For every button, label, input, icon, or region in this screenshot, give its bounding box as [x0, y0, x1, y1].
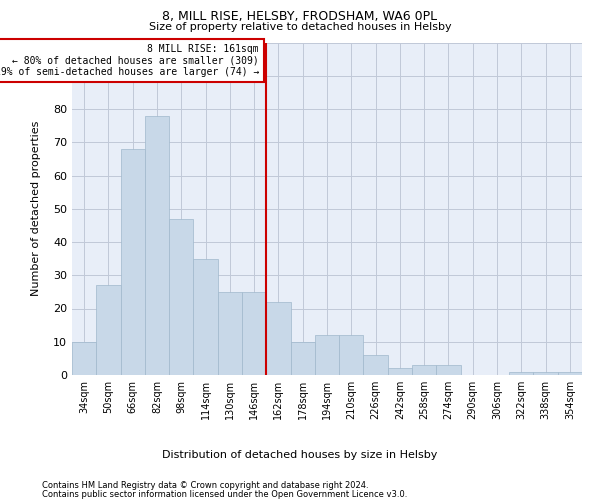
Bar: [533, 372, 558, 375]
Bar: [72, 342, 96, 375]
Bar: [242, 292, 266, 375]
Bar: [193, 258, 218, 375]
Bar: [364, 355, 388, 375]
Text: 8 MILL RISE: 161sqm
← 80% of detached houses are smaller (309)
19% of semi-detac: 8 MILL RISE: 161sqm ← 80% of detached ho…: [0, 44, 259, 78]
Bar: [121, 149, 145, 375]
Text: Distribution of detached houses by size in Helsby: Distribution of detached houses by size …: [163, 450, 437, 460]
Text: Contains HM Land Registry data © Crown copyright and database right 2024.: Contains HM Land Registry data © Crown c…: [42, 481, 368, 490]
Bar: [509, 372, 533, 375]
Bar: [96, 285, 121, 375]
Bar: [266, 302, 290, 375]
Text: Size of property relative to detached houses in Helsby: Size of property relative to detached ho…: [149, 22, 451, 32]
Bar: [436, 365, 461, 375]
Bar: [412, 365, 436, 375]
Bar: [169, 218, 193, 375]
Bar: [388, 368, 412, 375]
Bar: [145, 116, 169, 375]
Text: Contains public sector information licensed under the Open Government Licence v3: Contains public sector information licen…: [42, 490, 407, 499]
Bar: [339, 335, 364, 375]
Bar: [315, 335, 339, 375]
Text: 8, MILL RISE, HELSBY, FRODSHAM, WA6 0PL: 8, MILL RISE, HELSBY, FRODSHAM, WA6 0PL: [163, 10, 437, 23]
Bar: [290, 342, 315, 375]
Bar: [218, 292, 242, 375]
Bar: [558, 372, 582, 375]
Y-axis label: Number of detached properties: Number of detached properties: [31, 121, 41, 296]
